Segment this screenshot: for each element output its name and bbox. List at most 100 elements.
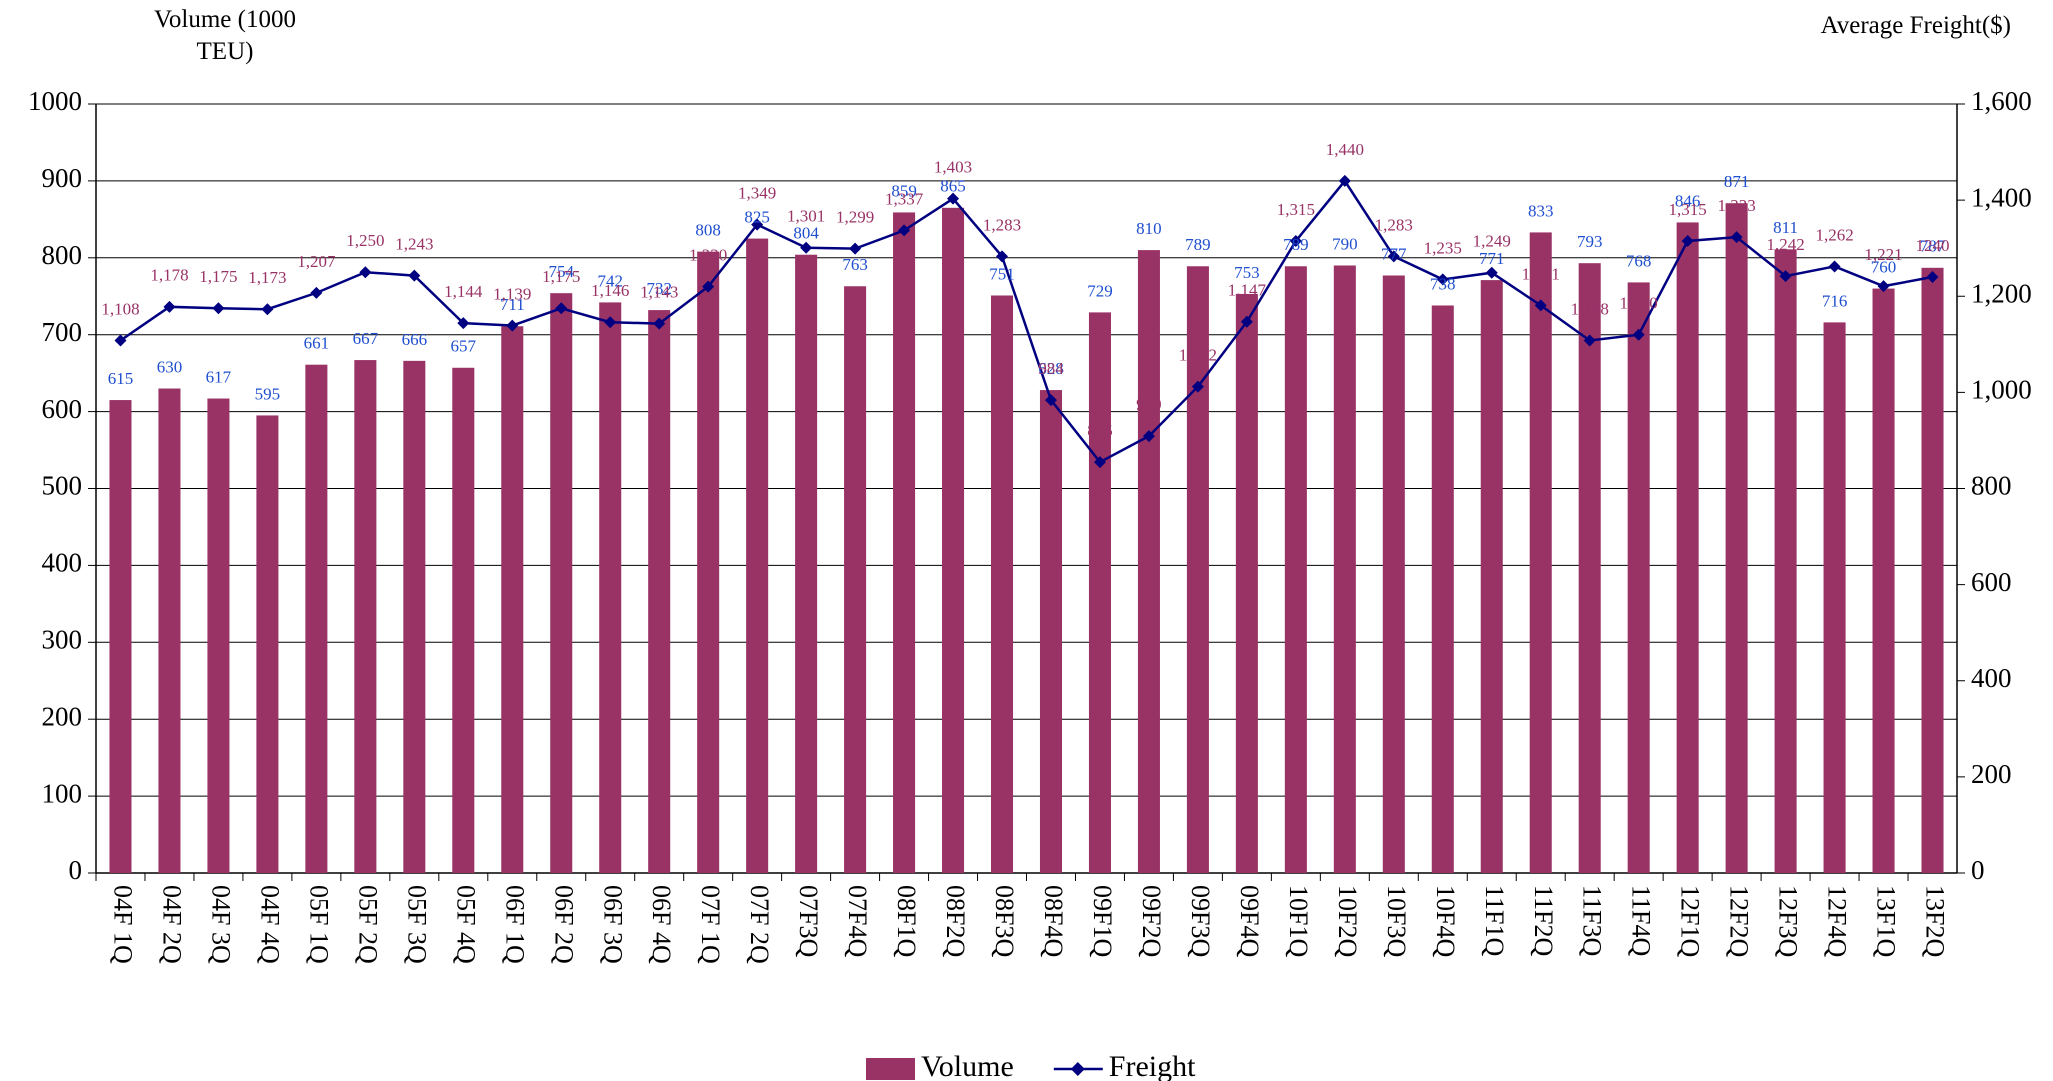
bar (256, 415, 279, 873)
volume-label: 738 (1430, 274, 1456, 293)
freight-marker (1730, 231, 1743, 244)
freight-marker (163, 300, 176, 313)
x-tick-label: 04F 2Q (157, 885, 186, 964)
bar (1480, 280, 1503, 873)
freight-label: 1,207 (297, 252, 336, 271)
x-tick-label: 12F3Q (1774, 885, 1803, 957)
freight-label: 1,178 (150, 266, 188, 285)
volume-label: 871 (1724, 172, 1750, 191)
x-tick-label: 06F 1Q (500, 885, 529, 964)
freight-label: 1,250 (346, 231, 384, 250)
x-tick-label: 12F4Q (1823, 885, 1852, 957)
volume-label: 617 (206, 367, 232, 386)
x-tick-label: 09F1Q (1088, 885, 1117, 957)
bar (109, 400, 132, 873)
bar (158, 388, 181, 873)
freight-marker (1191, 380, 1204, 393)
freight-marker (751, 218, 764, 231)
bar (1872, 288, 1895, 873)
bar (893, 212, 916, 873)
freight-label: 1,243 (395, 234, 433, 253)
freight-marker (653, 317, 666, 330)
freight-label: 1,143 (640, 283, 678, 302)
bar (1725, 203, 1748, 874)
volume-label: 753 (1234, 263, 1260, 282)
bar (207, 398, 230, 873)
x-tick-label: 11F4Q (1627, 885, 1656, 956)
freight-label: 1,299 (836, 208, 874, 227)
x-tick-label: 04F 4Q (255, 885, 284, 964)
freight-label: 1,220 (689, 246, 727, 265)
volume-label: 777 (1381, 244, 1407, 263)
x-tick-label: 05F 3Q (402, 885, 431, 964)
y-axis-label: Volume (1000 TEU) (154, 6, 296, 65)
y-tick-label: 900 (42, 163, 83, 193)
freight-marker (506, 319, 519, 332)
bar (942, 207, 965, 873)
y2-tick-label: 1,600 (1971, 86, 2032, 116)
freight-marker (1926, 271, 1939, 284)
freight-marker (310, 286, 323, 299)
volume-label: 846 (1675, 191, 1701, 210)
x-tick-label: 10F2Q (1333, 885, 1362, 957)
bar (1382, 275, 1405, 873)
freight-marker (898, 224, 911, 237)
freight-marker (1387, 250, 1400, 263)
y2-tick-label: 600 (1971, 567, 2012, 597)
x-tick-label: 05F 4Q (451, 885, 480, 964)
y2-tick-label: 1,400 (1971, 182, 2032, 212)
bar (305, 364, 328, 873)
volume-label: 666 (402, 330, 428, 349)
freight-marker (261, 303, 274, 316)
volume-label: 811 (1773, 218, 1798, 237)
legend-label: Volume (921, 1050, 1014, 1081)
bar (1578, 263, 1601, 874)
x-tick-label: 08F4Q (1039, 885, 1068, 957)
volume-label: 833 (1528, 201, 1554, 220)
freight-marker (1779, 270, 1792, 283)
bar (1529, 232, 1552, 874)
y-tick-label: 800 (42, 240, 83, 270)
freight-label: 1,120 (1620, 294, 1658, 313)
volume-label: 768 (1626, 251, 1652, 270)
volume-label: 630 (157, 357, 183, 376)
volume-label: 657 (451, 337, 477, 356)
freight-marker (408, 269, 421, 282)
freight-marker (1289, 234, 1302, 247)
y2-axis-label: Average Freight($) (1820, 12, 2011, 39)
volume-label: 804 (793, 224, 819, 243)
bar (1284, 266, 1307, 873)
volume-label: 667 (353, 329, 379, 348)
x-tick-label: 12F1Q (1676, 885, 1705, 957)
x-tick-label: 08F1Q (892, 885, 921, 957)
x-tick-label: 06F 3Q (598, 885, 627, 964)
bar (844, 286, 867, 873)
freight-marker (1583, 334, 1596, 347)
volume-label: 716 (1822, 291, 1848, 310)
legend-swatch (866, 1058, 915, 1080)
volume-label: 790 (1332, 234, 1358, 253)
y2-tick-label: 1,000 (1971, 375, 2032, 405)
volume-label: 859 (891, 181, 917, 200)
volume-label: 763 (842, 255, 868, 274)
bar (1235, 293, 1258, 873)
freight-label: 1240 (1916, 236, 1950, 255)
bar (1431, 305, 1454, 873)
freight-label: 1,175 (199, 267, 237, 286)
freight-label: 1,173 (248, 268, 286, 287)
volume-label: 825 (744, 207, 770, 226)
freight-marker (1338, 174, 1351, 187)
x-tick-label: 04F 1Q (109, 885, 138, 964)
volume-label: 760 (1871, 257, 1897, 276)
y-tick-label: 600 (42, 394, 83, 424)
volume-label: 754 (549, 262, 575, 281)
freight-label: 984 (1038, 359, 1064, 378)
freight-label: 1,323 (1717, 196, 1755, 215)
freight-marker (359, 266, 372, 279)
x-tick-label: 11F2Q (1529, 885, 1558, 956)
bar (1921, 267, 1944, 873)
bar (1676, 222, 1699, 873)
x-tick-label: 06F 4Q (647, 885, 676, 964)
x-tick-label: 11F3Q (1578, 885, 1607, 956)
